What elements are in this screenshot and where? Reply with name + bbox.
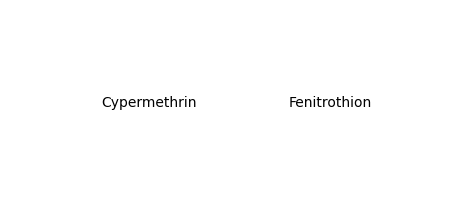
Text: Fenitrothion: Fenitrothion <box>289 96 372 110</box>
Text: Cypermethrin: Cypermethrin <box>102 96 197 110</box>
